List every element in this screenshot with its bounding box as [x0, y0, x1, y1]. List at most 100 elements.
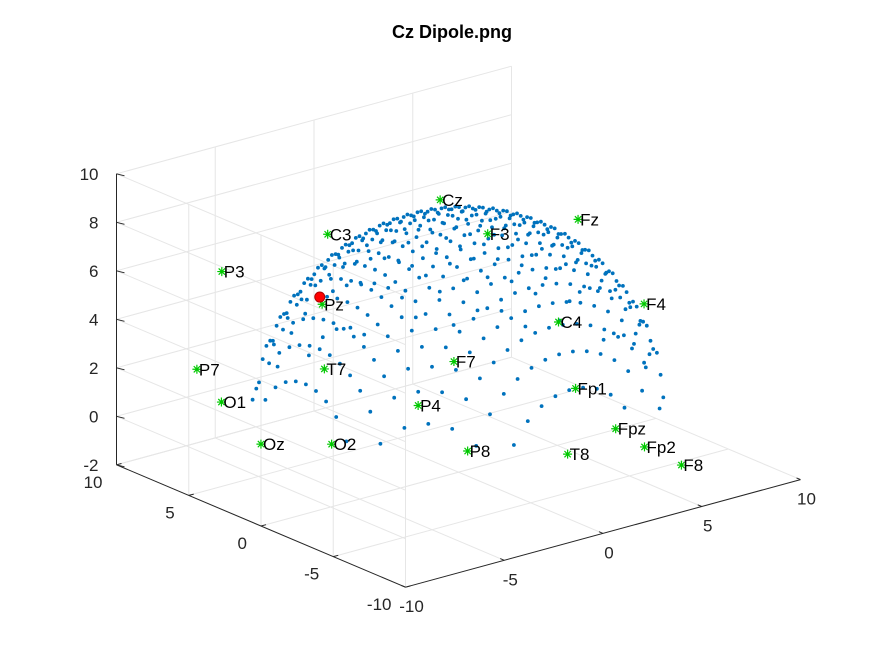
- source-point: [518, 214, 523, 218]
- source-point: [344, 439, 349, 444]
- electrode-f7: F7: [449, 353, 476, 372]
- source-point: [580, 248, 585, 252]
- z-tick-mark: [116, 367, 125, 371]
- source-point: [292, 293, 296, 298]
- electrode-p8: P8: [463, 442, 490, 461]
- source-point: [393, 280, 398, 284]
- source-point: [529, 366, 534, 370]
- electrode-oz: Oz: [256, 435, 285, 454]
- electrode-label: F3: [490, 225, 510, 244]
- z-tick-label: 0: [89, 407, 98, 426]
- source-point: [475, 290, 480, 295]
- source-point: [302, 281, 307, 285]
- dipole-marker: [314, 291, 326, 303]
- source-point: [400, 244, 405, 249]
- electrode-f3: F3: [483, 225, 510, 244]
- source-point: [621, 284, 625, 288]
- source-point: [628, 305, 633, 310]
- source-point: [647, 352, 652, 357]
- source-point: [550, 243, 554, 248]
- electrode-marker: [327, 439, 337, 449]
- source-point: [428, 227, 433, 232]
- source-point: [295, 292, 300, 297]
- source-point: [570, 244, 575, 249]
- source-point: [619, 318, 624, 323]
- source-point: [341, 265, 345, 269]
- source-point: [356, 248, 361, 253]
- source-point: [564, 300, 569, 304]
- source-point: [478, 376, 482, 381]
- source-point: [321, 317, 326, 322]
- source-point: [452, 226, 457, 231]
- grid-line: [116, 318, 406, 443]
- source-point: [424, 240, 429, 245]
- source-point: [559, 232, 563, 236]
- source-point: [602, 327, 607, 332]
- x-tick-label: -10: [399, 597, 424, 616]
- source-point: [346, 249, 351, 254]
- electrode-marker: [554, 317, 563, 327]
- source-point: [414, 235, 419, 240]
- source-point: [500, 233, 504, 238]
- source-point: [423, 312, 428, 316]
- source-point: [331, 289, 335, 294]
- source-point: [447, 312, 452, 317]
- source-point: [523, 324, 528, 329]
- source-point: [366, 249, 371, 254]
- source-point: [471, 316, 476, 321]
- source-point: [363, 264, 367, 268]
- grid-line: [116, 211, 512, 320]
- electrode-label: O2: [334, 435, 357, 454]
- source-point: [298, 289, 303, 294]
- source-point: [537, 304, 541, 309]
- source-point: [345, 300, 350, 304]
- source-point: [483, 211, 488, 216]
- grid-line: [188, 387, 584, 496]
- source-point: [359, 282, 364, 287]
- source-point: [358, 388, 363, 393]
- source-point: [325, 294, 329, 299]
- source-point: [467, 350, 472, 355]
- electrode-o1: O1: [216, 393, 246, 412]
- source-point: [329, 277, 333, 281]
- source-point: [327, 353, 332, 357]
- source-point: [539, 219, 543, 224]
- source-point: [408, 221, 412, 226]
- source-point: [357, 234, 362, 239]
- source-point: [540, 283, 545, 287]
- source-point: [465, 276, 469, 281]
- electrode-label: F4: [646, 295, 666, 314]
- source-point: [529, 253, 534, 257]
- source-point: [382, 256, 387, 261]
- x-tick-label: 10: [797, 490, 816, 509]
- source-point: [331, 321, 336, 325]
- source-point: [501, 392, 506, 396]
- z-tick-label: 6: [89, 262, 98, 281]
- z-tick-label: 4: [89, 310, 98, 329]
- source-point: [343, 242, 348, 247]
- source-point: [545, 227, 550, 232]
- electrode-marker: [639, 442, 649, 452]
- source-point: [336, 252, 341, 257]
- source-point: [565, 245, 570, 250]
- source-point: [538, 241, 542, 246]
- electrode-marker: [639, 299, 649, 309]
- source-point: [481, 205, 485, 210]
- electrode-marker: [435, 195, 445, 205]
- source-point: [641, 319, 645, 324]
- source-point: [410, 264, 414, 268]
- electrode-f8: F8: [676, 456, 703, 475]
- source-point: [386, 286, 391, 290]
- source-point: [544, 266, 549, 270]
- electrode-marker: [463, 446, 473, 456]
- source-point: [422, 215, 426, 220]
- source-point: [610, 271, 615, 276]
- x-tick-mark: [796, 477, 801, 481]
- electrode-label: O1: [223, 393, 246, 412]
- source-point: [502, 275, 507, 280]
- source-point: [378, 441, 383, 446]
- source-point: [495, 325, 500, 329]
- source-point: [472, 241, 477, 246]
- source-point: [455, 265, 459, 269]
- source-point: [415, 210, 420, 215]
